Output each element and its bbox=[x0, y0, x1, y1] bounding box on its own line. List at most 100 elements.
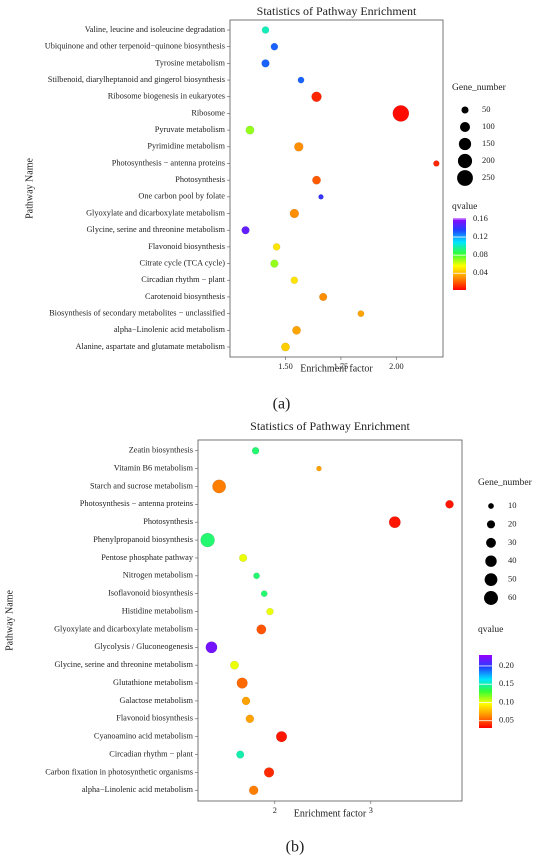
x-tick-label: 1.50 bbox=[278, 362, 293, 371]
y-tick-label: Photosynthesis − antenna proteins bbox=[80, 499, 193, 508]
size-legend-label: 100 bbox=[482, 121, 495, 131]
y-tick-label: One carbon pool by folate bbox=[138, 192, 225, 201]
size-legend-label: 20 bbox=[508, 518, 517, 528]
y-tick-label: Ubiquinone and other terpenoid−quinone b… bbox=[45, 42, 225, 51]
size-legend-label: 50 bbox=[508, 574, 517, 584]
bubble bbox=[272, 243, 281, 251]
y-axis-label: Pathway Name bbox=[24, 158, 35, 219]
bubble bbox=[292, 325, 301, 335]
bubble bbox=[290, 276, 299, 285]
size-legend-key bbox=[486, 537, 496, 548]
y-tick-label: Valine, leucine and isoleucine degradati… bbox=[85, 25, 226, 34]
y-tick-label: Glycine, serine and threonine metabolism bbox=[55, 660, 194, 669]
bubble bbox=[245, 125, 255, 135]
y-tick-label: Pyruvate metabolism bbox=[155, 125, 226, 134]
chart-title: Statistics of Pathway Enrichment bbox=[257, 4, 417, 18]
bubble bbox=[256, 624, 267, 635]
y-axis-label: Pathway Name bbox=[4, 590, 15, 651]
y-tick-label: Circadian rhythm − plant bbox=[141, 275, 225, 284]
bubble bbox=[433, 160, 440, 167]
color-bar-label: 0.20 bbox=[499, 660, 514, 670]
bubble bbox=[239, 553, 248, 563]
y-tick-label: Tyrosine metabolism bbox=[155, 58, 225, 67]
color-bar-label: 0.08 bbox=[473, 249, 488, 259]
x-tick-label: 3 bbox=[369, 806, 373, 815]
y-tick-label: Photosynthesis − antenna proteins bbox=[112, 158, 225, 167]
size-legend-key bbox=[457, 170, 473, 186]
color-bar bbox=[453, 218, 466, 290]
size-legend-key bbox=[458, 137, 472, 151]
y-tick-label: Flavonoid biosynthesis bbox=[148, 242, 225, 251]
bubble bbox=[205, 641, 218, 654]
bubble bbox=[236, 750, 245, 759]
bubble bbox=[445, 500, 454, 509]
bubble bbox=[392, 105, 410, 122]
size-legend-key bbox=[461, 106, 469, 114]
size-legend-label: 150 bbox=[482, 138, 495, 148]
bubble bbox=[318, 194, 324, 200]
chart-title: Statistics of Pathway Enrichment bbox=[250, 419, 410, 433]
panel-label: (b) bbox=[286, 839, 305, 856]
color-bar-label: 0.16 bbox=[473, 213, 488, 223]
bubble bbox=[241, 696, 251, 706]
color-legend-title: qvalue bbox=[478, 625, 503, 635]
color-legend-title: qvalue bbox=[452, 202, 477, 212]
bubble bbox=[248, 785, 259, 796]
bubble bbox=[388, 516, 401, 529]
size-legend-key bbox=[486, 520, 496, 529]
y-tick-label: Glyoxylate and dicarboxylate metabolism bbox=[86, 208, 225, 217]
y-tick-label: Phenylpropanoid biosynthesis bbox=[93, 535, 193, 544]
size-legend-key bbox=[460, 122, 470, 132]
size-legend-label: 30 bbox=[508, 537, 517, 547]
y-tick-label: Citrate cycle (TCA cycle) bbox=[140, 258, 226, 267]
y-tick-label: Carbon fixation in photosynthetic organi… bbox=[45, 767, 193, 776]
bubble bbox=[230, 660, 239, 670]
bubble bbox=[297, 76, 305, 84]
bubble bbox=[270, 259, 279, 268]
bubble bbox=[260, 590, 268, 598]
y-tick-label: Alanine, aspartate and glutamate metabol… bbox=[75, 342, 225, 351]
y-tick-label: alpha−Linolenic acid metabolism bbox=[82, 785, 194, 794]
color-bar-label: 0.05 bbox=[499, 715, 514, 725]
bubble bbox=[289, 208, 300, 219]
y-tick-label: Circadian rhythm − plant bbox=[109, 749, 193, 758]
color-bar-label: 0.04 bbox=[473, 267, 489, 277]
bubble bbox=[316, 465, 322, 472]
bubble bbox=[357, 310, 365, 318]
bubble bbox=[312, 175, 321, 185]
y-tick-label: Vitamin B6 metabolism bbox=[114, 464, 194, 473]
bubble bbox=[212, 479, 227, 494]
bubble bbox=[281, 342, 290, 352]
y-tick-label: Pyrimidine metabolism bbox=[147, 142, 225, 151]
y-tick-label: Pentose phosphate pathway bbox=[101, 553, 194, 562]
bubble bbox=[294, 142, 304, 152]
size-legend-key bbox=[488, 503, 494, 509]
y-tick-label: Ribosome biogenesis in eukaryotes bbox=[108, 92, 225, 101]
plot-panel bbox=[197, 439, 463, 802]
y-tick-label: Glycine, serine and threonine metabolism bbox=[87, 225, 226, 234]
size-legend-label: 40 bbox=[508, 555, 517, 565]
x-axis-label: Enrichment factor bbox=[294, 808, 367, 819]
size-legend-label: 10 bbox=[508, 500, 517, 510]
y-tick-label: Isoflavonoid biosynthesis bbox=[108, 589, 193, 598]
bubble bbox=[251, 446, 260, 455]
bubble bbox=[236, 677, 248, 689]
x-axis-label: Enrichment factor bbox=[300, 363, 373, 374]
y-tick-label: Biosynthesis of secondary metabolites − … bbox=[49, 309, 226, 318]
y-tick-label: Nitrogen metabolism bbox=[123, 571, 194, 580]
plot-panel bbox=[229, 19, 444, 358]
y-tick-label: Glutathione metabolism bbox=[113, 678, 194, 687]
size-legend-title: Gene_number bbox=[478, 478, 533, 488]
x-tick-label: 2.00 bbox=[389, 362, 404, 371]
y-tick-label: Galactose metabolism bbox=[120, 696, 194, 705]
color-bar-label: 0.15 bbox=[499, 678, 514, 688]
y-tick-label: Zeatin biosynthesis bbox=[129, 446, 193, 455]
y-tick-label: Glyoxylate and dicarboxylate metabolism bbox=[54, 624, 193, 633]
bubble bbox=[319, 292, 328, 302]
size-legend-key bbox=[484, 591, 498, 605]
size-legend-key bbox=[485, 555, 497, 567]
y-tick-label: Glycolysis / Gluconeogenesis bbox=[94, 642, 193, 651]
bubble bbox=[261, 26, 270, 34]
color-bar-label: 0.10 bbox=[499, 696, 514, 706]
